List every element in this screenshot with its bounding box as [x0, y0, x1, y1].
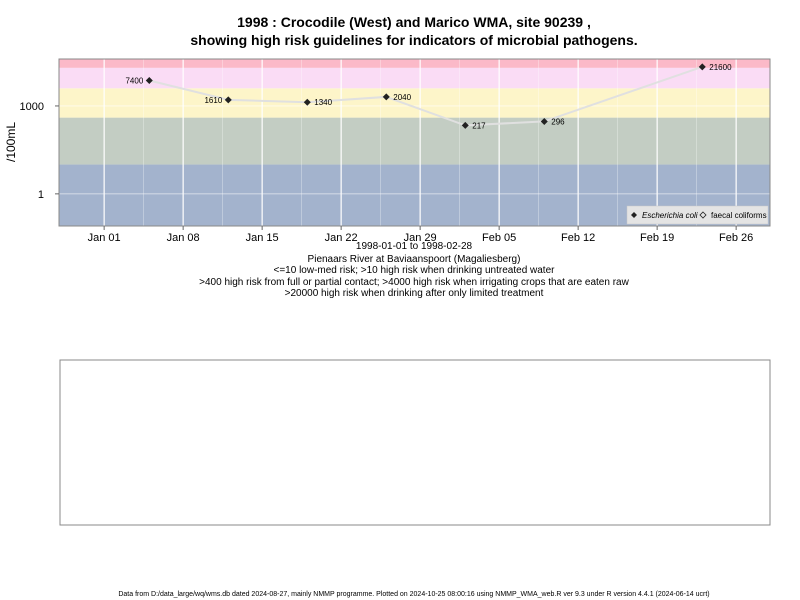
- legend-box: [626, 205, 769, 225]
- empty-panel: [59, 359, 771, 526]
- legend-label-e-coli: Escherichia coli: [642, 211, 698, 220]
- guideline-band-4: [59, 59, 770, 68]
- data-points: 7400 1610 1340 2040 217 296 21600: [125, 63, 732, 131]
- x-axis: Jan 01 Jan 08 Jan 15 Jan 22 Jan 29 Feb 05 Feb …: [88, 226, 753, 244]
- legend-marker-open-diamond: [699, 211, 707, 219]
- guideline-band-1: [59, 117, 770, 165]
- grid-lines: [59, 59, 770, 226]
- data-point-marker: [303, 98, 311, 106]
- footer-note: Data from D:/data_large/wq/wms.db dated …: [118, 591, 709, 598]
- x-tick-label: Feb 26: [719, 232, 753, 244]
- x-tick-label: Feb 19: [640, 232, 674, 244]
- x-tick-label: Feb 05: [482, 232, 516, 244]
- data-point-marker: [224, 96, 232, 104]
- x-tick-label: Jan 22: [325, 232, 358, 244]
- data-point-label: 1610: [204, 96, 222, 105]
- guideline-band-3: [59, 67, 770, 89]
- plot-frame: [58, 58, 771, 227]
- data-point-marker: [540, 117, 548, 125]
- legend-marker-filled-diamond: [631, 212, 637, 218]
- data-point-label: 217: [472, 121, 486, 130]
- x-tick-label: Jan 01: [88, 232, 121, 244]
- data-point-marker: [382, 93, 390, 101]
- data-point-marker: [145, 76, 153, 84]
- x-tick-label: Jan 08: [167, 232, 200, 244]
- caption-guideline-3: >20000 high risk when drinking after onl…: [285, 288, 544, 299]
- y-axis: 1 1000: [20, 101, 59, 201]
- data-point-label: 21600: [709, 63, 732, 72]
- caption-site: Pienaars River at Baviaanspoort (Magalie…: [308, 254, 521, 265]
- guideline-band-2: [59, 88, 770, 118]
- chart-title-line2: showing high risk guidelines for indicat…: [190, 32, 637, 48]
- data-point-label: 1340: [314, 98, 332, 107]
- data-point-label: 296: [551, 117, 565, 126]
- x-tick-label: Jan 29: [404, 232, 437, 244]
- data-point-marker: [698, 63, 706, 71]
- caption-date-range: 1998-01-01 to 1998-02-28: [356, 241, 473, 252]
- data-point-label: 7400: [125, 76, 143, 85]
- x-tick-label: Feb 12: [561, 232, 595, 244]
- y-tick-label: 1000: [20, 101, 44, 113]
- x-tick-label: Jan 15: [246, 232, 279, 244]
- guideline-bands: [59, 59, 770, 226]
- legend-label-faecal-coliforms: faecal coliforms: [711, 211, 767, 220]
- caption-guideline-1: <=10 low-med risk; >10 high risk when dr…: [274, 265, 556, 276]
- y-axis-label: /100mL: [4, 122, 18, 162]
- data-point-label: 2040: [393, 93, 411, 102]
- legend: Escherichia coli faecal coliforms: [626, 205, 769, 225]
- y-tick-label: 1: [38, 189, 44, 201]
- chart-title-line1: 1998 : Crocodile (West) and Marico WMA, …: [237, 14, 591, 30]
- caption-guideline-2: >400 high risk from full or partial cont…: [199, 277, 629, 288]
- data-point-marker: [461, 121, 469, 129]
